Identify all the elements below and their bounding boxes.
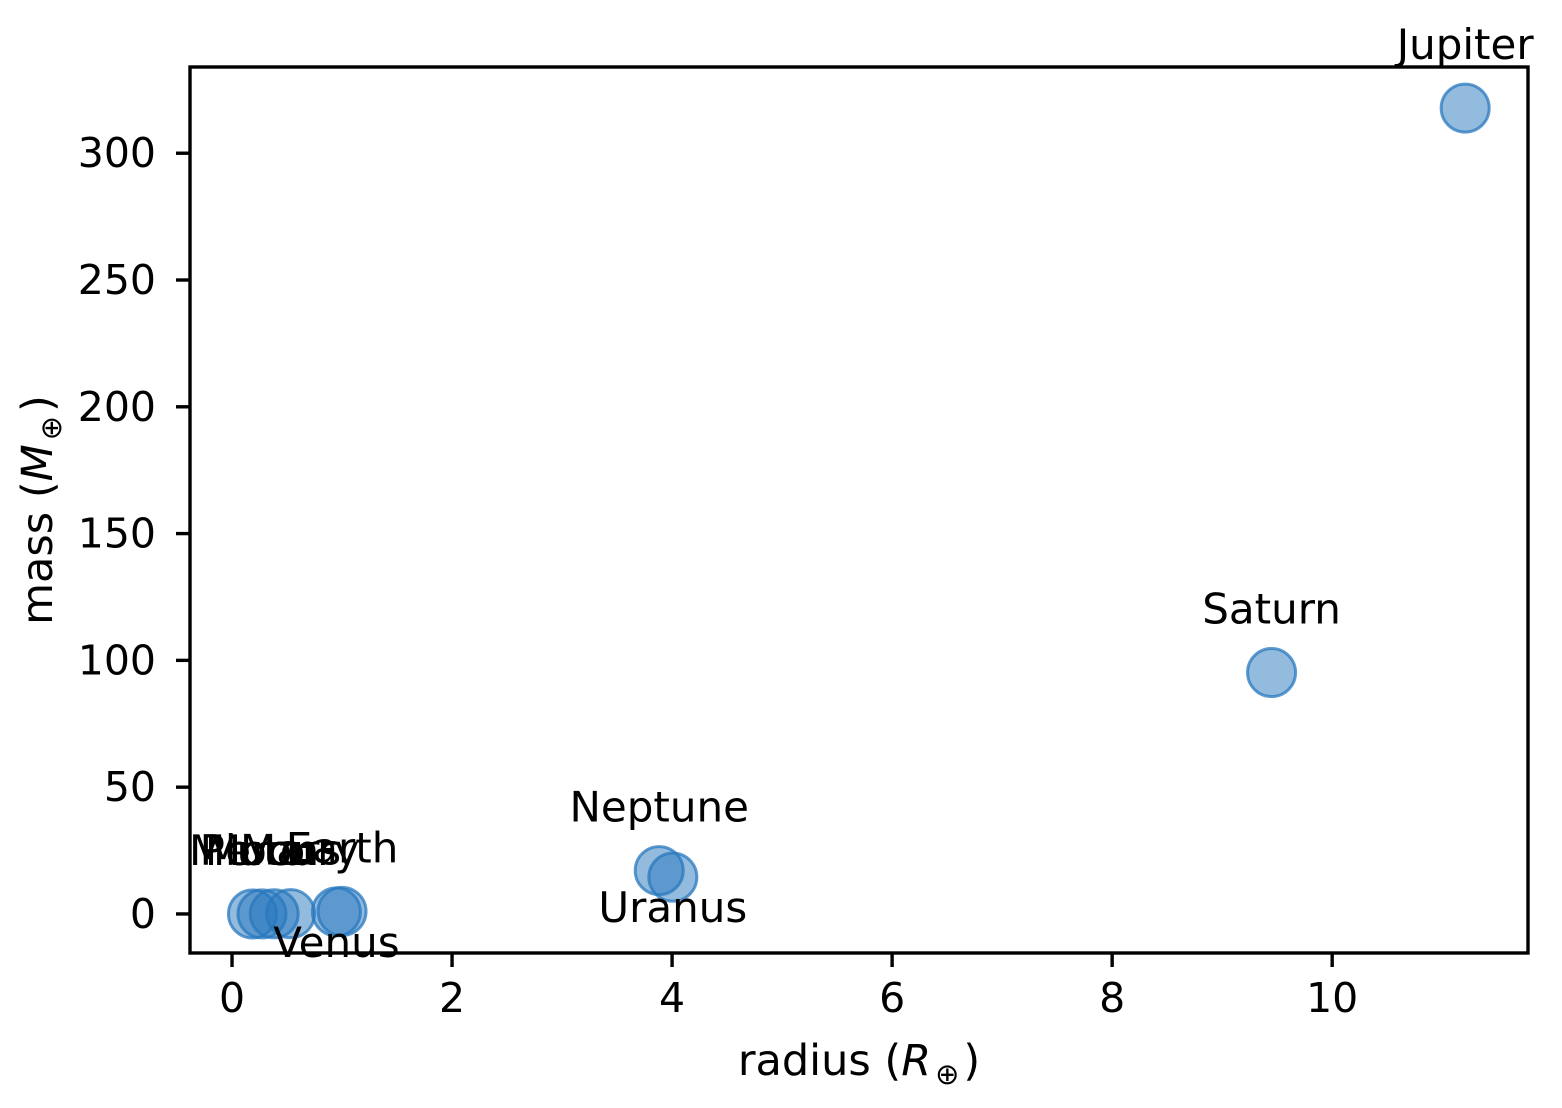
y-axis-label: mass (M⊕) [13,395,68,625]
planet-point-uranus [647,851,699,903]
planet-label-pluto: Pluto [200,826,306,875]
planet-label-moon: Moon [205,826,319,875]
x-tick-label-4: 4 [659,974,685,1022]
planet-point-saturn [1246,647,1298,699]
planet-point-jupiter [1439,82,1491,134]
y-tick-label-50: 50 [104,763,156,811]
y-tick-label-250: 250 [78,256,156,304]
planet-label-earth: Earth [286,823,399,872]
planet-label-uranus: Uranus [598,883,747,932]
x-tick-label-2: 2 [439,974,465,1022]
planet-label-neptune: Neptune [569,783,748,832]
x-tick-label-8: 8 [1099,974,1125,1022]
planet-label-venus: Venus [273,918,399,967]
planet-point-earth [316,885,368,937]
y-tick-label-300: 300 [78,129,156,177]
x-tick-label-0: 0 [219,974,245,1022]
y-tick-label-0: 0 [130,890,156,938]
planet-label-jupiter: Jupiter [1394,20,1535,69]
plot-frame [188,65,1530,955]
y-tick-label-100: 100 [78,636,156,684]
y-tick-label-200: 200 [78,383,156,431]
planet-label-mercury: Mercury [189,826,359,875]
y-tick-label-150: 150 [78,510,156,558]
x-tick-label-10: 10 [1306,974,1358,1022]
planet-label-mars: Mars [240,826,341,875]
x-tick-label-6: 6 [879,974,905,1022]
x-axis-label: radius (R ⊕) [738,1036,980,1091]
planet-label-saturn: Saturn [1202,585,1341,634]
